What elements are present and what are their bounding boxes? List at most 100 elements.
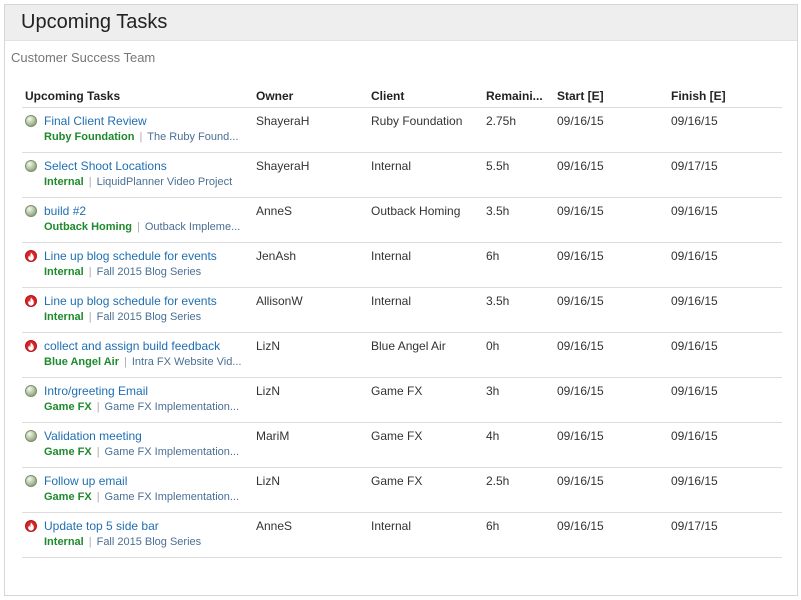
task-name-link[interactable]: collect and assign build feedback bbox=[44, 339, 221, 353]
column-header-finish[interactable]: Finish [E] bbox=[671, 89, 726, 103]
project-link[interactable]: Game FX Implementation... bbox=[104, 446, 240, 458]
owner-cell: AnneS bbox=[256, 204, 293, 218]
column-header-owner[interactable]: Owner bbox=[256, 89, 294, 103]
task-line: build #2 bbox=[25, 204, 250, 218]
start-date-cell: 09/16/15 bbox=[557, 474, 604, 488]
finish-date-cell: 09/16/15 bbox=[671, 204, 718, 218]
project-link[interactable]: Game FX Implementation... bbox=[104, 491, 240, 503]
owner-cell: AnneS bbox=[256, 519, 293, 533]
finish-date-cell: 09/17/15 bbox=[671, 159, 718, 173]
start-date-cell: 09/16/15 bbox=[557, 384, 604, 398]
status-on-track-icon bbox=[25, 160, 37, 172]
status-on-track-icon bbox=[25, 430, 37, 442]
column-header-task[interactable]: Upcoming Tasks bbox=[25, 89, 121, 103]
project-link[interactable]: Fall 2015 Blog Series bbox=[96, 536, 202, 548]
finish-date-cell: 09/16/15 bbox=[671, 249, 718, 263]
client-cell: Outback Homing bbox=[371, 204, 461, 218]
finish-date-cell: 09/16/15 bbox=[671, 474, 718, 488]
client-cell: Game FX bbox=[371, 474, 423, 488]
table-row[interactable]: build #2 Outback Homing | Outback Impleme.… bbox=[22, 198, 782, 243]
table-row[interactable]: Update top 5 side bar Internal | Fall 2015… bbox=[22, 513, 782, 558]
context-separator: | bbox=[88, 266, 92, 278]
task-context: Ruby Foundation | The Ruby Found... bbox=[25, 131, 250, 143]
client-tag-link[interactable]: Outback Homing bbox=[44, 221, 133, 233]
client-tag-link[interactable]: Internal bbox=[44, 311, 84, 323]
owner-cell: LizN bbox=[256, 339, 281, 353]
remaining-cell: 6h bbox=[486, 519, 500, 533]
column-header-start[interactable]: Start [E] bbox=[557, 89, 604, 103]
remaining-cell: 4h bbox=[486, 429, 500, 443]
table-row[interactable]: Follow up email Game FX | Game FX Implemen… bbox=[22, 468, 782, 513]
task-name-link[interactable]: Validation meeting bbox=[44, 429, 142, 443]
tasks-table: Upcoming Tasks Owner Client Remaini... S… bbox=[22, 88, 782, 558]
late-flame-icon bbox=[25, 520, 37, 532]
table-header: Upcoming Tasks Owner Client Remaini... S… bbox=[22, 88, 782, 108]
task-name-link[interactable]: build #2 bbox=[44, 204, 87, 218]
client-tag-link[interactable]: Internal bbox=[44, 536, 84, 548]
table-row[interactable]: Intro/greeting Email Game FX | Game FX Imp… bbox=[22, 378, 782, 423]
table-row[interactable]: collect and assign build feedback Blue A… bbox=[22, 333, 782, 378]
task-line: Line up blog schedule for events bbox=[25, 294, 250, 308]
remaining-cell: 6h bbox=[486, 249, 500, 263]
project-link[interactable]: Game FX Implementation... bbox=[104, 401, 240, 413]
late-flame-icon bbox=[25, 295, 37, 307]
column-header-remaining[interactable]: Remaini... bbox=[486, 89, 543, 103]
owner-cell: MariM bbox=[256, 429, 290, 443]
project-link[interactable]: Outback Impleme... bbox=[144, 221, 241, 233]
client-cell: Internal bbox=[371, 519, 412, 533]
client-tag-link[interactable]: Internal bbox=[44, 266, 84, 278]
client-tag-link[interactable]: Internal bbox=[44, 176, 84, 188]
task-line: collect and assign build feedback bbox=[25, 339, 250, 353]
owner-cell: ShayeraH bbox=[256, 159, 310, 173]
project-link[interactable]: Fall 2015 Blog Series bbox=[96, 266, 202, 278]
task-line: Select Shoot Locations bbox=[25, 159, 250, 173]
task-name-link[interactable]: Select Shoot Locations bbox=[44, 159, 167, 173]
task-name-link[interactable]: Intro/greeting Email bbox=[44, 384, 149, 398]
client-tag-link[interactable]: Game FX bbox=[44, 491, 92, 503]
task-context: Blue Angel Air | Intra FX Website Vid... bbox=[25, 356, 250, 368]
start-date-cell: 09/16/15 bbox=[557, 339, 604, 353]
client-tag-link[interactable]: Ruby Foundation bbox=[44, 131, 135, 143]
remaining-cell: 3.5h bbox=[486, 294, 510, 308]
remaining-cell: 2.75h bbox=[486, 114, 517, 128]
client-tag-link[interactable]: Game FX bbox=[44, 446, 92, 458]
client-cell: Game FX bbox=[371, 429, 423, 443]
client-tag-link[interactable]: Blue Angel Air bbox=[44, 356, 119, 368]
start-date-cell: 09/16/15 bbox=[557, 294, 604, 308]
panel-title: Upcoming Tasks bbox=[21, 11, 168, 33]
task-context: Outback Homing | Outback Impleme... bbox=[25, 221, 250, 233]
panel-subtitle: Customer Success Team bbox=[11, 50, 156, 65]
task-context: Internal | Fall 2015 Blog Series bbox=[25, 536, 250, 548]
client-cell: Ruby Foundation bbox=[371, 114, 463, 128]
client-tag-link[interactable]: Game FX bbox=[44, 401, 92, 413]
task-name-link[interactable]: Final Client Review bbox=[44, 114, 147, 128]
client-cell: Internal bbox=[371, 294, 412, 308]
owner-cell: ShayeraH bbox=[256, 114, 310, 128]
panel-header: Upcoming Tasks bbox=[5, 5, 797, 41]
table-row[interactable]: Line up blog schedule for events Interna… bbox=[22, 243, 782, 288]
project-link[interactable]: LiquidPlanner Video Project bbox=[96, 176, 233, 188]
task-name-link[interactable]: Line up blog schedule for events bbox=[44, 294, 217, 308]
task-context: Game FX | Game FX Implementation... bbox=[25, 401, 250, 413]
task-line: Intro/greeting Email bbox=[25, 384, 250, 398]
column-header-client[interactable]: Client bbox=[371, 89, 405, 103]
finish-date-cell: 09/16/15 bbox=[671, 294, 718, 308]
task-cell: Update top 5 side bar Internal | Fall 2015… bbox=[25, 519, 250, 548]
project-link[interactable]: Intra FX Website Vid... bbox=[131, 356, 242, 368]
task-name-link[interactable]: Update top 5 side bar bbox=[44, 519, 159, 533]
task-line: Follow up email bbox=[25, 474, 250, 488]
project-link[interactable]: Fall 2015 Blog Series bbox=[96, 311, 202, 323]
status-on-track-icon bbox=[25, 115, 37, 127]
table-row[interactable]: Line up blog schedule for events Interna… bbox=[22, 288, 782, 333]
context-separator: | bbox=[139, 131, 143, 143]
owner-cell: AllisonW bbox=[256, 294, 303, 308]
task-name-link[interactable]: Follow up email bbox=[44, 474, 128, 488]
task-context: Game FX | Game FX Implementation... bbox=[25, 491, 250, 503]
table-row[interactable]: Validation meeting Game FX | Game FX Imple… bbox=[22, 423, 782, 468]
task-cell: build #2 Outback Homing | Outback Impleme.… bbox=[25, 204, 250, 233]
task-name-link[interactable]: Line up blog schedule for events bbox=[44, 249, 217, 263]
table-row[interactable]: Final Client Review Ruby Foundation | The … bbox=[22, 108, 782, 153]
project-link[interactable]: The Ruby Found... bbox=[147, 131, 239, 143]
task-line: Line up blog schedule for events bbox=[25, 249, 250, 263]
table-row[interactable]: Select Shoot Locations Internal | LiquidPl… bbox=[22, 153, 782, 198]
